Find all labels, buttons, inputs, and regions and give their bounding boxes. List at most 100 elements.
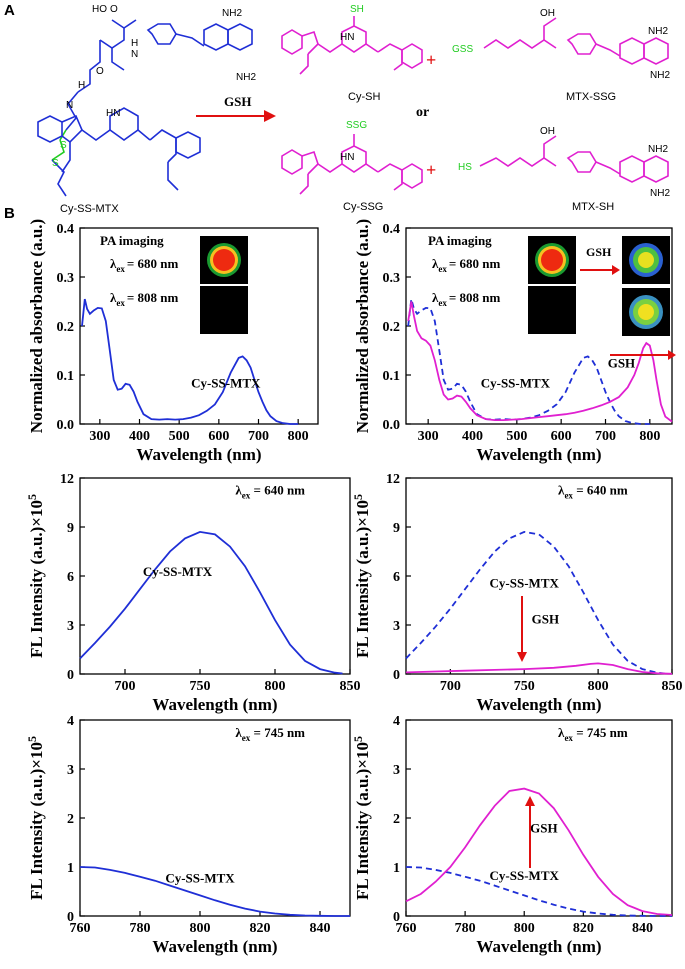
x-tick-label: 760 xyxy=(396,921,417,936)
x-tick-label: 800 xyxy=(588,679,609,694)
product-mtx-ssg-structure xyxy=(483,17,669,65)
y-axis-title: FL Intensity (a.u.)×105 xyxy=(351,736,372,900)
x-tick-label: 400 xyxy=(129,429,150,444)
x-tick-label: 700 xyxy=(595,429,616,444)
x-axis-title: Wavelength (nm) xyxy=(476,445,601,464)
product-cy-ssg-name: Cy-SSG xyxy=(343,201,383,213)
x-tick-label: 850 xyxy=(662,679,683,694)
y-tick-label: 1 xyxy=(67,861,74,876)
y-tick-label: 3 xyxy=(393,619,400,634)
x-tick-label: 780 xyxy=(455,921,476,936)
series-line-0 xyxy=(405,530,665,675)
svg-text:OH: OH xyxy=(540,126,555,137)
svg-text:NH2: NH2 xyxy=(650,70,670,81)
svg-text:HN: HN xyxy=(106,108,120,119)
gsh-arrow-head xyxy=(517,652,527,662)
svg-text:GSS: GSS xyxy=(452,44,473,55)
gsh-arrow-head xyxy=(525,796,535,806)
x-tick-label: 700 xyxy=(440,679,461,694)
x-axis-title: Wavelength (nm) xyxy=(152,695,277,714)
x-tick-label: 700 xyxy=(115,679,136,694)
x-tick-label: 500 xyxy=(169,429,190,444)
x-tick-label: 840 xyxy=(632,921,653,936)
series-line-1 xyxy=(405,787,673,916)
pa-inset-right: PA imaging λex = 680 nm λex = 808 nm GSH xyxy=(428,233,670,336)
x-tick-label: 800 xyxy=(288,429,309,444)
y-tick-label: 9 xyxy=(67,521,74,536)
x-tick-label: 300 xyxy=(89,429,110,444)
pa-image-808 xyxy=(200,286,248,334)
panel-label-b: B xyxy=(4,205,15,222)
annotation: GSH xyxy=(608,356,635,371)
product-cy-sh-labels: SH HN xyxy=(340,4,364,43)
y-tick-label: 2 xyxy=(393,812,400,827)
gsh-arrow-head xyxy=(668,350,676,360)
annotation: λex = 745 nm xyxy=(235,725,305,743)
product-cy-sh-name: Cy-SH xyxy=(348,91,380,103)
y-tick-label: 0 xyxy=(67,910,74,925)
svg-text:GSH: GSH xyxy=(586,245,612,259)
series-line-0 xyxy=(81,298,299,425)
annotation: GSH xyxy=(532,611,559,626)
svg-text:NH2: NH2 xyxy=(236,72,256,83)
y-tick-label: 0.0 xyxy=(383,418,401,433)
x-tick-label: 820 xyxy=(250,921,271,936)
svg-text:N: N xyxy=(131,49,138,60)
y-axis-title: FL Intensity (a.u.)×105 xyxy=(25,736,46,900)
x-tick-label: 850 xyxy=(340,679,361,694)
substrate-structure xyxy=(37,19,253,197)
svg-text:S: S xyxy=(52,158,59,169)
panel-label-a: A xyxy=(4,2,15,19)
annotation: Cy-SS-MTX xyxy=(490,575,560,590)
annotation: λex = 640 nm xyxy=(558,482,628,500)
product-cy-ssg-structure xyxy=(281,134,423,195)
svg-text:H: H xyxy=(78,80,85,91)
product-mtx-ssg-labels: GSS OH NH2 NH2 xyxy=(452,8,670,81)
x-tick-label: 840 xyxy=(310,921,331,936)
chart-absorbance-gsh: 300 400 500 600 700 800 0.0 0.1 0.2 0.3 0.4 Wavelen… xyxy=(353,219,676,464)
x-tick-label: 400 xyxy=(462,429,483,444)
plot-frame xyxy=(79,477,351,675)
y-tick-label: 12 xyxy=(60,472,74,487)
x-axis-title: Wavelength (nm) xyxy=(152,937,277,956)
y-axis-title: FL Intensity (a.u.)×105 xyxy=(351,494,372,658)
svg-text:SSG: SSG xyxy=(346,120,367,131)
x-tick-label: 800 xyxy=(190,921,211,936)
y-tick-label: 0.4 xyxy=(383,222,401,237)
svg-text:HN: HN xyxy=(340,152,354,163)
annotation: Cy-SS-MTX xyxy=(481,375,551,390)
reaction-reagent-label: GSH xyxy=(224,94,251,109)
svg-text:HO: HO xyxy=(92,4,107,15)
annotation: GSH xyxy=(530,821,557,836)
y-tick-label: 6 xyxy=(393,570,400,585)
pa-image-808 xyxy=(528,286,576,334)
svg-text:λex= 680 nm: λex = 680 nm xyxy=(432,256,501,274)
product-mtx-sh-name: MTX-SH xyxy=(572,201,614,213)
y-tick-label: 6 xyxy=(67,570,74,585)
svg-text:λex= 680 nm: λex = 680 nm xyxy=(110,256,179,274)
x-tick-label: 750 xyxy=(514,679,535,694)
x-tick-label: 500 xyxy=(506,429,527,444)
annotation: λex = 745 nm xyxy=(558,725,628,743)
chart-fl-640-gsh: 700 750 800 850 0 3 6 9 12 Wavelength (nm) FL Inte… xyxy=(351,472,683,714)
x-tick-label: 750 xyxy=(190,679,211,694)
product-mtx-sh-structure xyxy=(479,135,669,183)
plot-frame xyxy=(79,719,351,917)
x-tick-label: 760 xyxy=(70,921,91,936)
svg-text:NH2: NH2 xyxy=(222,8,242,19)
y-tick-label: 0.2 xyxy=(383,320,401,335)
x-axis-title: Wavelength (nm) xyxy=(476,937,601,956)
svg-text:PA imaging: PA imaging xyxy=(100,233,164,248)
y-tick-label: 0.4 xyxy=(57,222,75,237)
svg-text:O: O xyxy=(96,66,104,77)
x-tick-label: 800 xyxy=(514,921,535,936)
y-tick-label: 2 xyxy=(67,812,74,827)
y-tick-label: 4 xyxy=(67,714,74,729)
svg-text:λex= 808 nm: λex = 808 nm xyxy=(110,290,179,308)
x-tick-label: 820 xyxy=(573,921,594,936)
svg-text:NH2: NH2 xyxy=(648,26,668,37)
svg-text:OH: OH xyxy=(540,8,555,19)
svg-text:S: S xyxy=(60,140,67,151)
svg-text:H: H xyxy=(131,38,138,49)
x-tick-label: 780 xyxy=(130,921,151,936)
